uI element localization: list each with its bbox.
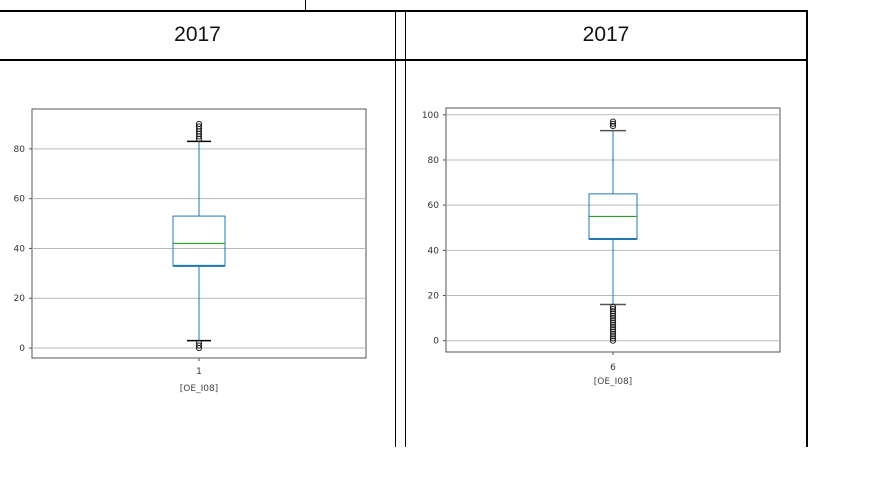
y-tick-label: 20 <box>14 294 26 304</box>
outlier-point <box>609 326 617 333</box>
x-tick-label: 1 <box>196 367 202 377</box>
y-tick-label: 0 <box>19 344 25 354</box>
outlier-point <box>609 118 617 125</box>
outlier-point <box>609 330 617 338</box>
y-tick-label: 40 <box>428 246 440 256</box>
outlier-point <box>609 308 617 315</box>
y-tick-label: 60 <box>428 201 440 211</box>
outlier-point <box>609 305 617 313</box>
outlier-point <box>609 337 617 344</box>
outlier-point <box>609 319 617 326</box>
outlier-point <box>609 122 617 130</box>
column-header-right: 2017 <box>582 23 630 46</box>
y-tick-label: 100 <box>422 111 439 121</box>
outlier-point <box>195 342 203 349</box>
table-top-border <box>0 10 808 12</box>
y-tick-label: 40 <box>14 244 26 254</box>
x-tick-label: 6 <box>610 363 616 373</box>
outlier-point <box>609 312 617 319</box>
outlier-point <box>195 344 203 352</box>
column-header-left: 2017 <box>174 23 221 46</box>
column-divider-left <box>395 10 396 447</box>
outlier-point <box>609 321 617 328</box>
outlier-point <box>609 317 617 324</box>
y-tick-label: 0 <box>433 337 439 347</box>
outlier-point <box>609 324 617 331</box>
outlier-point <box>609 310 617 317</box>
top-edge-mark <box>305 0 306 10</box>
outlier-point <box>609 328 617 335</box>
outlier-point <box>195 133 203 140</box>
outlier-point <box>609 315 617 322</box>
y-tick-label: 80 <box>14 145 26 155</box>
y-tick-label: 60 <box>14 195 26 205</box>
outlier-point <box>609 333 617 340</box>
y-tick-label: 80 <box>428 156 440 166</box>
outlier-point <box>609 303 617 310</box>
x-axis-label: [OE_I08] <box>180 384 218 394</box>
column-divider-right <box>405 10 406 447</box>
table-right-border <box>806 10 808 447</box>
x-axis-label: [OE_I08] <box>594 377 632 387</box>
outlier-point <box>609 120 617 127</box>
outlier-point <box>195 135 203 142</box>
outlier-point <box>609 335 617 342</box>
table-header-divider <box>0 59 808 61</box>
y-tick-label: 20 <box>428 292 440 302</box>
